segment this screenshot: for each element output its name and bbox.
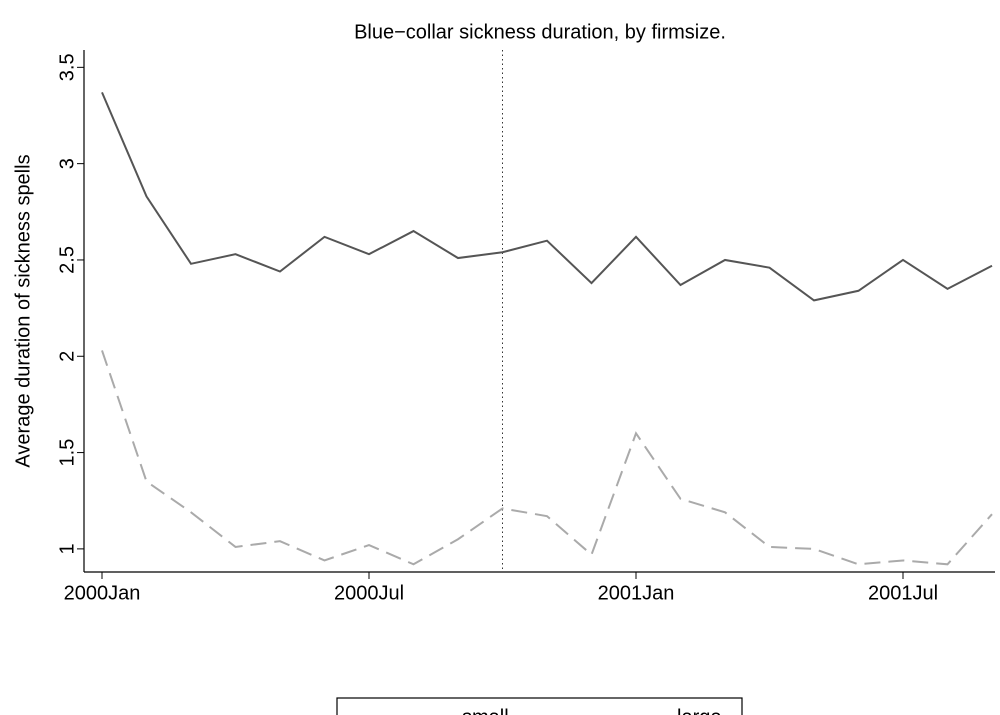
- legend-label: small: [462, 706, 509, 715]
- series-line: [101, 350, 993, 566]
- x-tick-label: 2001Jan: [598, 582, 675, 604]
- legend-box: [336, 697, 743, 715]
- y-axis-label: Average duration of sickness spells: [12, 154, 34, 467]
- y-tick-label: 2.5: [56, 246, 78, 274]
- y-tick-label: 3.5: [56, 53, 78, 81]
- y-tick-label: 1: [56, 543, 78, 554]
- series-line: [101, 91, 993, 302]
- y-tick-label: 2: [56, 351, 78, 362]
- x-tick-label: 2000Jul: [334, 582, 404, 604]
- x-tick-label: 2001Jul: [868, 582, 938, 604]
- legend-label: large: [677, 706, 721, 715]
- y-tick-label: 1.5: [56, 439, 78, 467]
- chart-title: Blue−collar sickness duration, by firmsi…: [354, 21, 726, 43]
- x-tick-label: 2000Jan: [64, 582, 141, 604]
- y-tick-label: 3: [56, 158, 78, 169]
